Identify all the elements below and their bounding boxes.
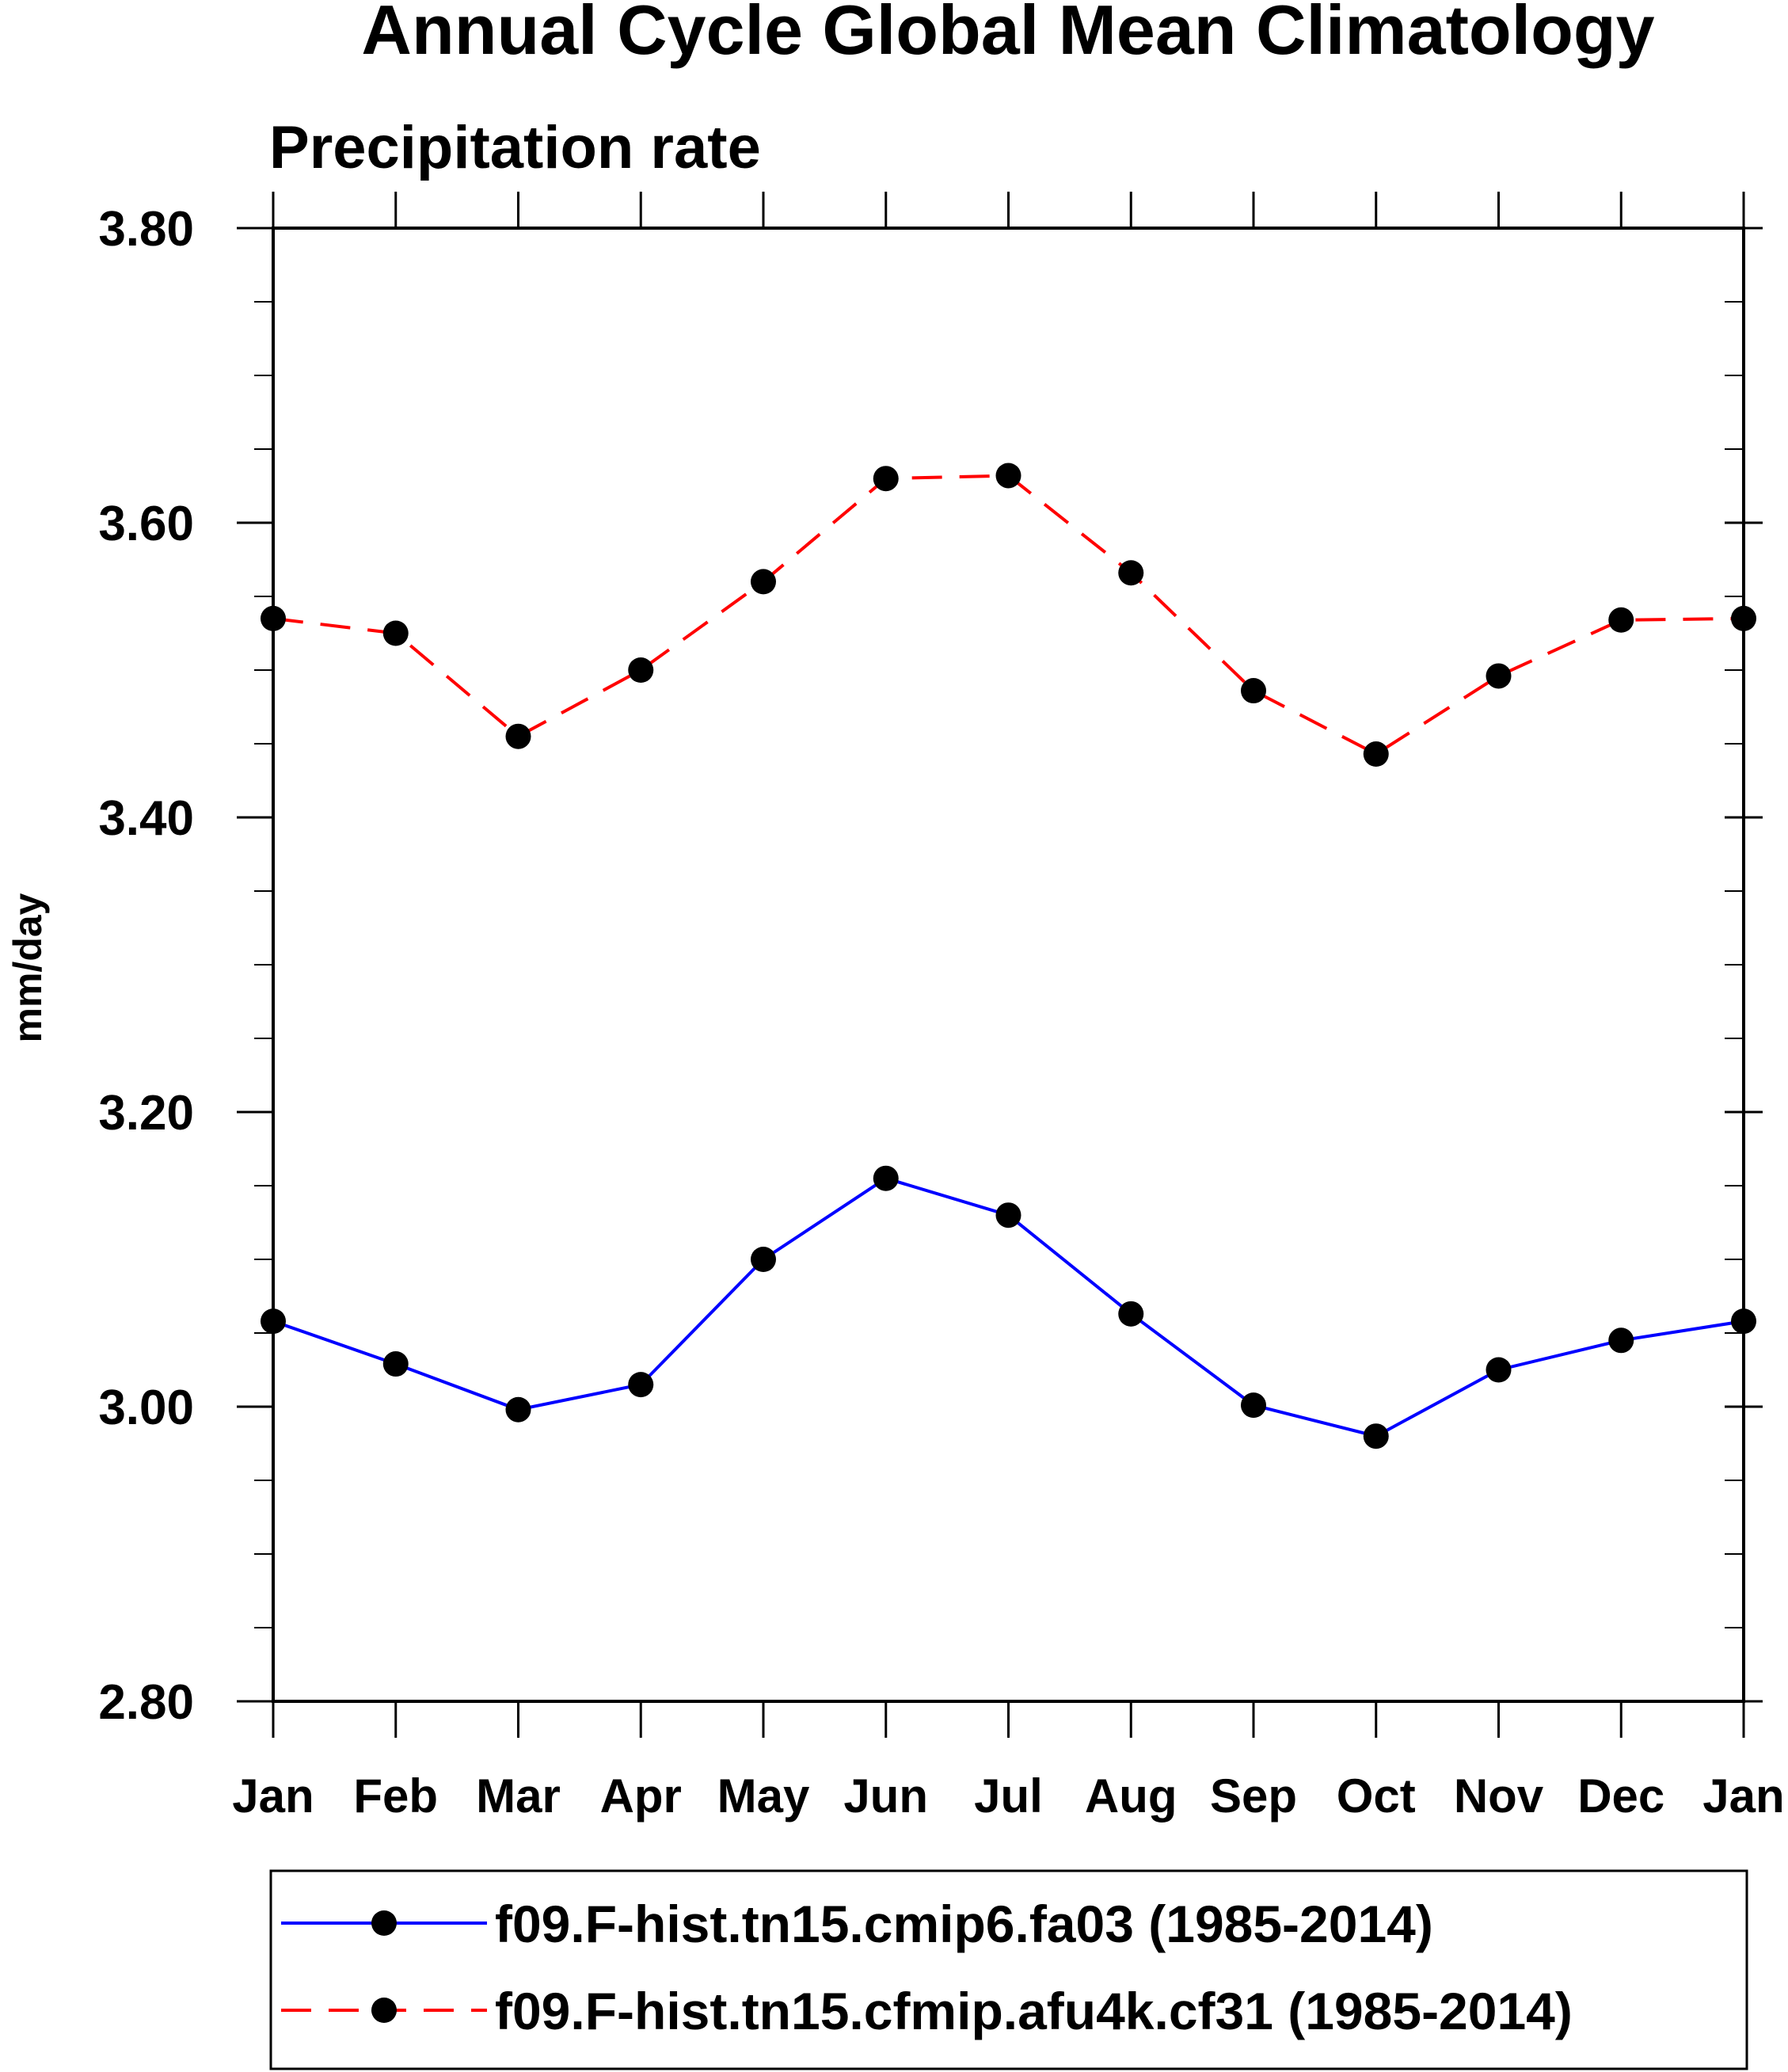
series-1-point [505, 1396, 531, 1423]
x-tick-label: Sep [1210, 1769, 1297, 1823]
x-tick-label: Jan [232, 1769, 314, 1823]
x-tick-label: Jun [843, 1769, 928, 1823]
series-2-point [1608, 607, 1634, 633]
legend: f09.F-hist.tn15.cmip6.fa03 (1985-2014) f0… [269, 1869, 1748, 2070]
y-tick-label: 3.00 [98, 1381, 194, 1435]
series-2-point [751, 569, 776, 595]
series-2-point [628, 657, 654, 683]
axis-ticks [237, 192, 1763, 1738]
series-1-point [1731, 1308, 1756, 1335]
series-2-point [1731, 605, 1756, 631]
legend-marker-1 [371, 1910, 397, 1936]
legend-label-1: f09.F-hist.tn15.cmip6.fa03 (1985-2014) [495, 1895, 1433, 1953]
series-1-point [873, 1165, 899, 1191]
series-2-point [505, 723, 531, 749]
series-2-point [1363, 741, 1389, 767]
series-2-point [382, 620, 409, 646]
series-1-point [751, 1247, 776, 1272]
series-2-point [1241, 678, 1266, 704]
y-tick-label: 3.60 [98, 497, 194, 551]
x-tick-labels: Jan Feb Mar Apr May Jun Jul Aug Sep Oct Nov Dec Jan [232, 1769, 1784, 1823]
series-1-point [261, 1308, 286, 1335]
x-tick-label: Oct [1337, 1769, 1416, 1823]
chart-subtitle: Precipitation rate [269, 114, 761, 181]
x-tick-label: May [717, 1769, 810, 1823]
legend-label-2: f09.F-hist.tn15.cfmip.afu4k.cf31 (1985-2… [495, 1982, 1573, 2040]
series-2-point [873, 466, 899, 492]
x-tick-label: Jul [974, 1769, 1043, 1823]
series-line-2 [272, 474, 1744, 756]
series-1-point [628, 1372, 654, 1398]
legend-marker-2 [371, 1998, 397, 2023]
x-tick-label: Feb [353, 1769, 438, 1823]
plot-frame [272, 227, 1745, 1703]
y-tick-label: 3.40 [98, 791, 194, 846]
x-tick-label: Aug [1085, 1769, 1177, 1823]
y-axis-label: mm/day [6, 893, 50, 1042]
series-2-point [995, 463, 1021, 489]
chart-title: Annual Cycle Global Mean Climatology [361, 0, 1654, 69]
series-layer [261, 463, 1756, 1449]
series-1-point [1363, 1423, 1389, 1449]
y-tick-label: 3.20 [98, 1086, 194, 1141]
x-tick-label: Apr [600, 1769, 682, 1823]
series-1-point [1118, 1301, 1144, 1327]
series-2-point [1486, 663, 1512, 689]
y-tick-label: 3.80 [98, 202, 194, 257]
legend-box [269, 1869, 1748, 2070]
y-tick-labels: 2.80 3.00 3.20 3.40 3.60 3.80 [98, 202, 194, 1730]
x-tick-label: Mar [476, 1769, 561, 1823]
series-1-point [382, 1351, 409, 1377]
series-1-point [1241, 1392, 1266, 1419]
series-2-point [261, 605, 286, 631]
legend-items: f09.F-hist.tn15.cmip6.fa03 (1985-2014) f0… [281, 1895, 1573, 2040]
series-1-point [1486, 1357, 1512, 1383]
series-1-point [1608, 1327, 1634, 1354]
series-1-point [995, 1202, 1021, 1228]
series-2-point [1118, 560, 1144, 586]
y-tick-label: 2.80 [98, 1675, 194, 1730]
x-tick-label: Dec [1577, 1769, 1664, 1823]
x-tick-label: Nov [1454, 1769, 1544, 1823]
x-tick-label: Jan [1702, 1769, 1784, 1823]
